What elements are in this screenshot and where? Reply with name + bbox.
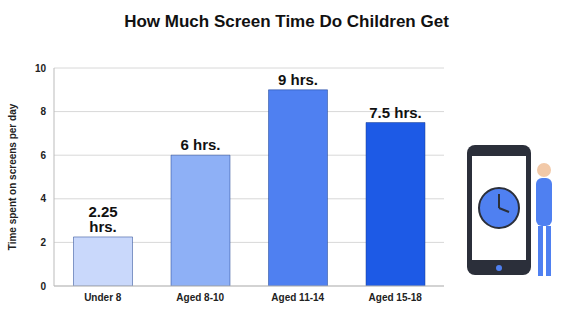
svg-text:7.5 hrs.: 7.5 hrs.: [369, 104, 422, 121]
svg-text:Aged 8-10: Aged 8-10: [176, 292, 224, 303]
svg-text:9 hrs.: 9 hrs.: [278, 71, 318, 88]
svg-text:Aged 11-14: Aged 11-14: [271, 292, 324, 303]
svg-text:6: 6: [40, 150, 46, 161]
svg-text:10: 10: [35, 63, 47, 74]
svg-text:Time spent on screens per day: Time spent on screens per day: [7, 103, 18, 250]
svg-text:4: 4: [40, 193, 46, 204]
svg-text:6 hrs.: 6 hrs.: [180, 136, 220, 153]
svg-text:2.25hrs.: 2.25hrs.: [88, 203, 117, 235]
svg-text:Under 8: Under 8: [84, 292, 122, 303]
svg-text:8: 8: [40, 106, 46, 117]
svg-text:Aged 15-18: Aged 15-18: [369, 292, 423, 303]
html-text:How Much Screen Time Do Childr: How Much Screen Time Do Children Get: [124, 12, 449, 31]
svg-text:2: 2: [40, 237, 46, 248]
svg-text:0: 0: [40, 281, 46, 292]
